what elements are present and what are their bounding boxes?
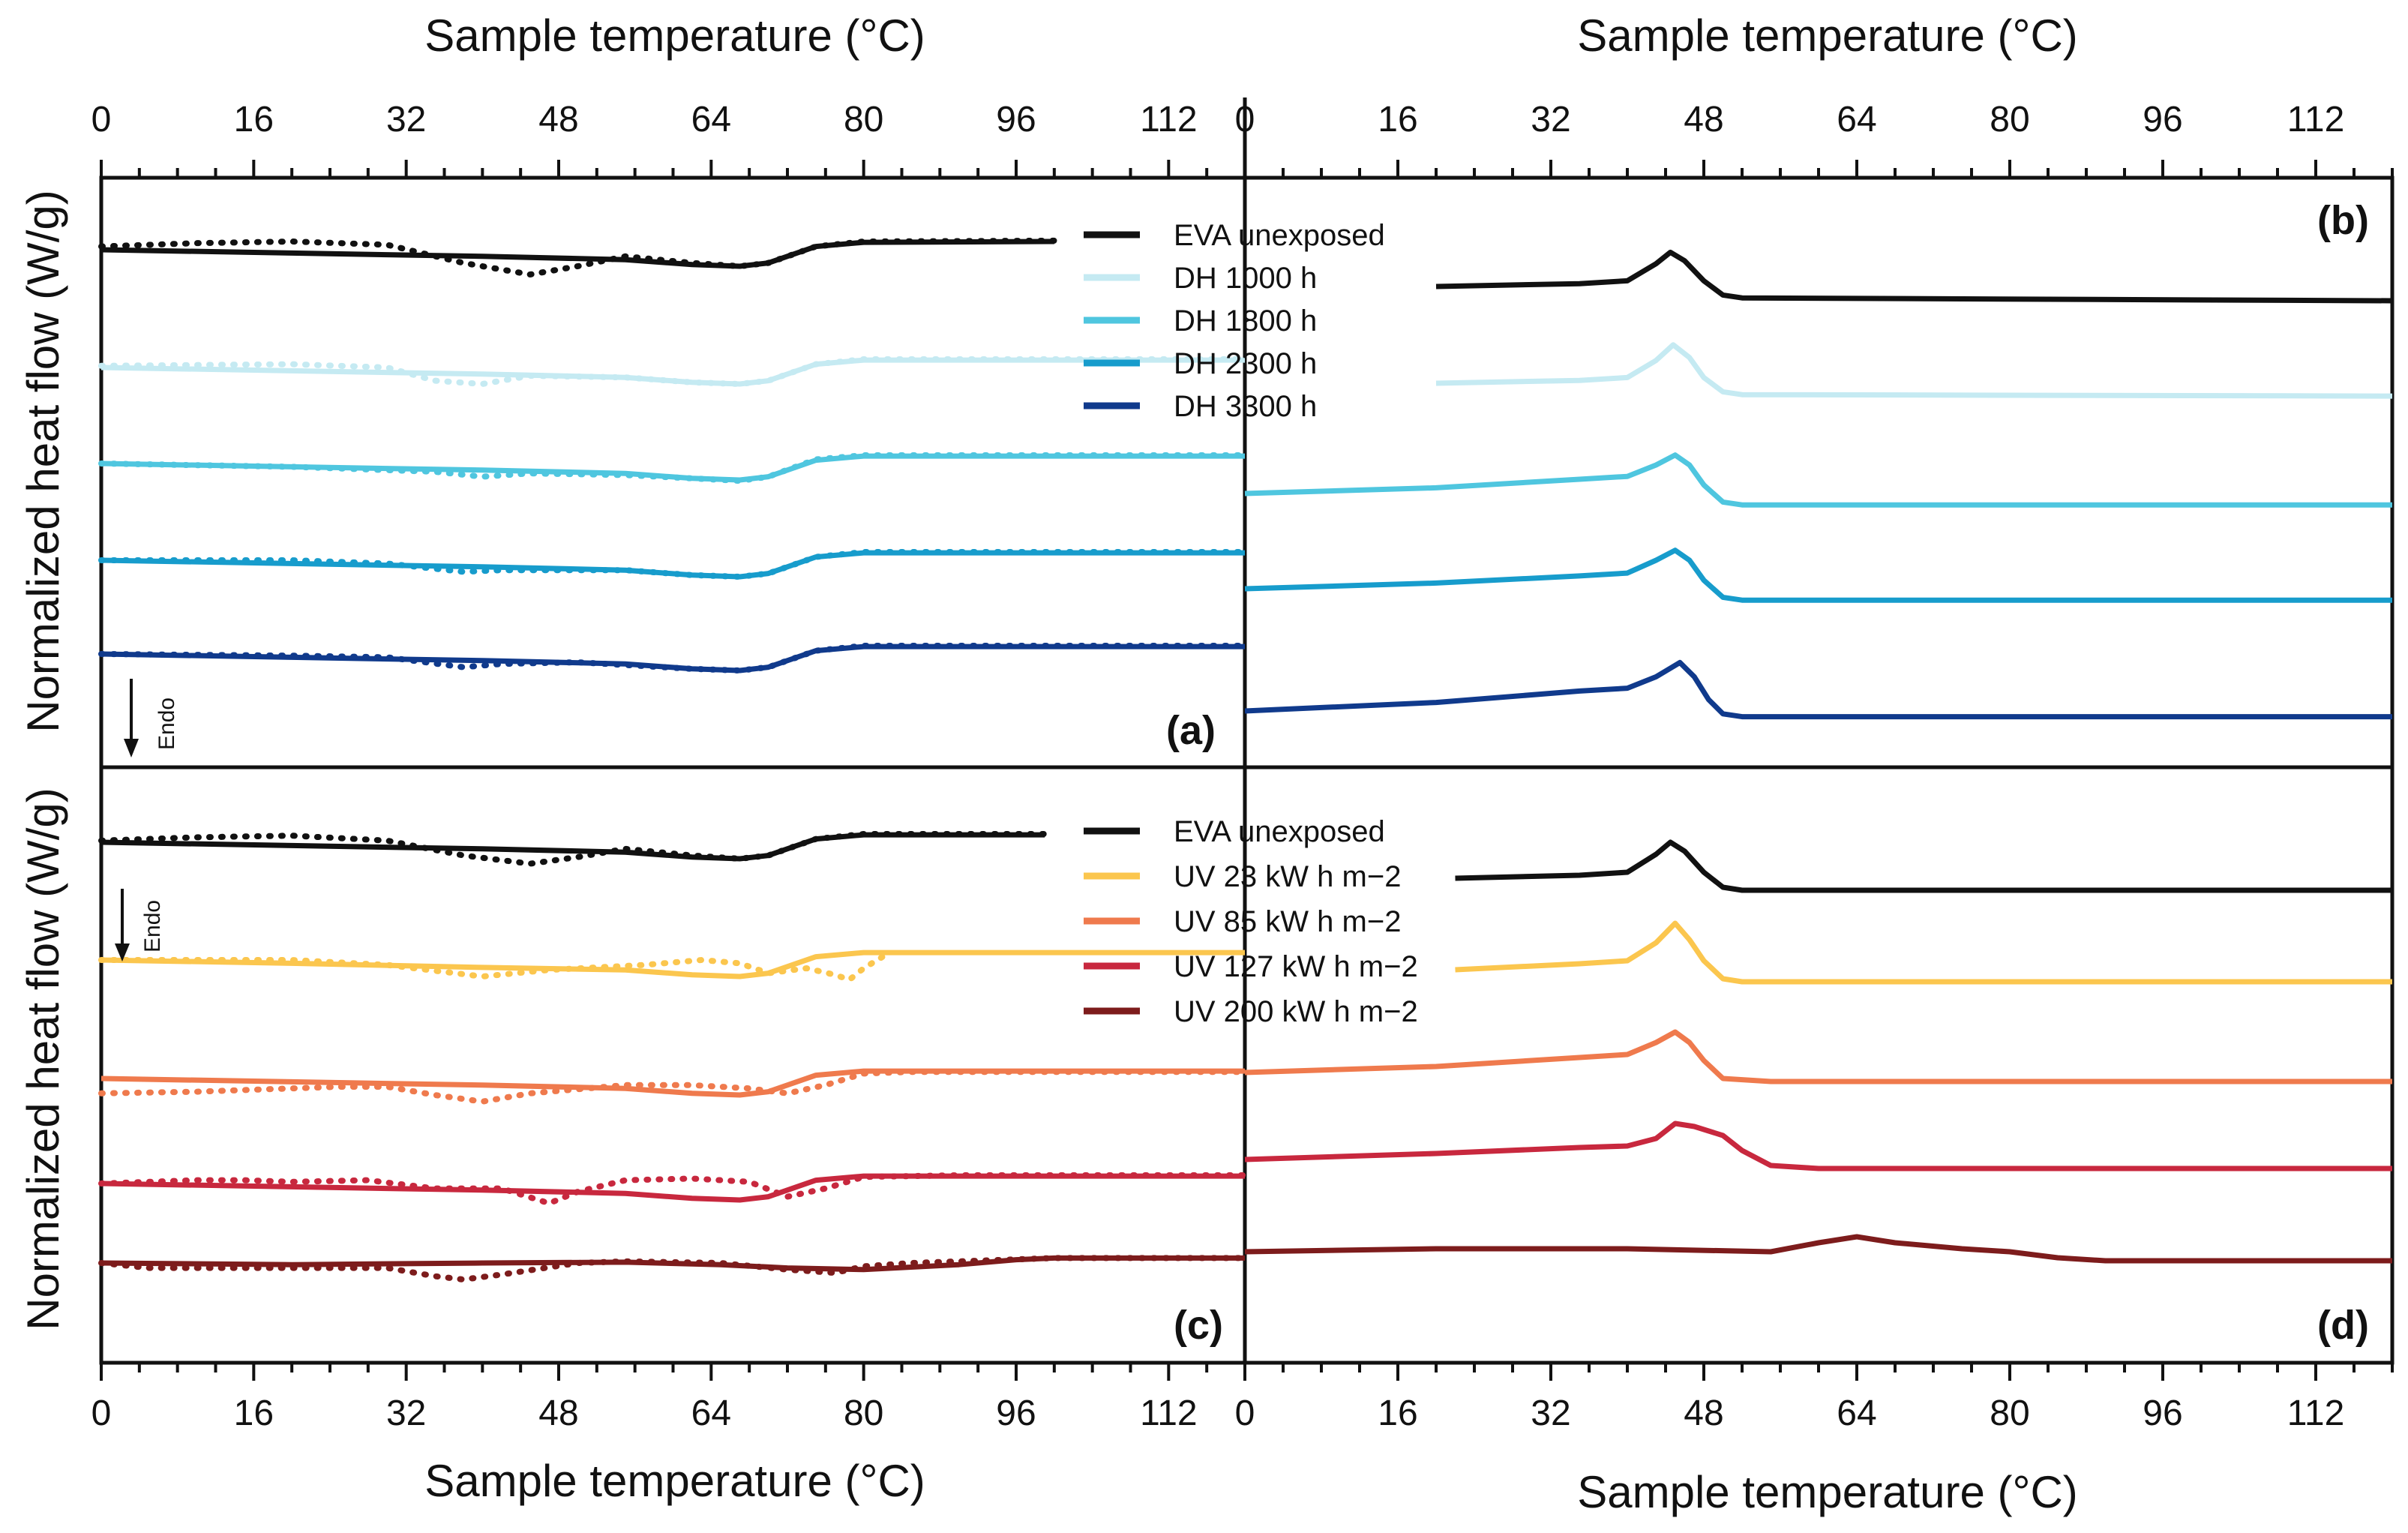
- series-line-solid: [100, 238, 1054, 269]
- series-line-solid: [1244, 1234, 2392, 1264]
- series-line-solid: [100, 644, 1245, 674]
- panel-d-plot: [1244, 839, 2392, 1264]
- series-line-solid: [1244, 452, 2392, 508]
- x-tick-label: 112: [1140, 1394, 1198, 1433]
- x-tick-label: 16: [234, 100, 274, 140]
- panel-b-plot: [1244, 249, 2393, 720]
- bottom-right-xlabel: Sample temperature (°C): [1577, 1467, 2078, 1517]
- x-tick-label: 0: [91, 1394, 112, 1433]
- x-tick-label: 32: [1531, 100, 1570, 140]
- x-tick-label: 0: [1235, 1394, 1255, 1433]
- series-line-solid: [1435, 249, 2393, 304]
- series-line-solid: [100, 950, 1245, 980]
- legend-c-item-2: UV 23 kW h m−2: [1174, 860, 1401, 893]
- x-tick-label: 48: [538, 100, 578, 140]
- series-line-solid: [100, 453, 1245, 483]
- panel-label-a: (a): [1166, 708, 1216, 753]
- bottom-left-xlabel: Sample temperature (°C): [424, 1456, 925, 1506]
- x-tick-label: 96: [996, 100, 1036, 140]
- x-tick-label: 80: [1990, 1394, 2029, 1433]
- endo-indicator-c: Endo: [115, 889, 165, 962]
- x-tick-label: 32: [1531, 1394, 1570, 1433]
- x-tick-label: 96: [2143, 100, 2182, 140]
- x-tick-label: 64: [1837, 1394, 1876, 1433]
- top-right-xlabel: Sample temperature (°C): [1577, 10, 2078, 61]
- endo-indicator-a: Endo: [124, 679, 179, 758]
- x-tick-label: 96: [996, 1394, 1036, 1433]
- x-tick-label: 112: [1140, 100, 1198, 140]
- endo-text-c: Endo: [140, 900, 165, 952]
- x-tick-label: 64: [1837, 100, 1876, 140]
- panel-a-plot: [98, 237, 1248, 674]
- x-tick-label: 96: [2143, 1394, 2182, 1433]
- endo-text-a: Endo: [154, 698, 179, 750]
- legend-c-item-4: UV 127 kW h m−2: [1174, 950, 1418, 983]
- x-tick-label: 48: [538, 1394, 578, 1433]
- panel-label-d: (d): [2317, 1303, 2369, 1348]
- series-line-solid: [1455, 920, 2392, 985]
- legend-a: EVA unexposed DH 1000 h DH 1800 h DH 230…: [1084, 219, 1385, 423]
- series-line-solid: [1244, 1120, 2392, 1172]
- series-line-solid: [100, 1173, 1245, 1203]
- legend-a-item-3: DH 1800 h: [1174, 304, 1317, 338]
- series-line-solid: [1244, 1029, 2392, 1084]
- x-tick-label: 48: [1684, 100, 1723, 140]
- series-line-solid: [100, 832, 1045, 862]
- x-tick-label: 16: [234, 1394, 274, 1433]
- series-line-solid: [100, 550, 1245, 580]
- upper-ylabel: Normalized heat flow (W/g): [18, 190, 68, 733]
- x-tick-label: 32: [386, 100, 426, 140]
- panel-c-plot: [98, 831, 1248, 1283]
- legend-c-item-1: EVA unexposed: [1174, 815, 1385, 848]
- series-line-solid: [100, 1068, 1245, 1098]
- x-tick-label: 80: [844, 1394, 883, 1433]
- legend-a-item-2: DH 1000 h: [1174, 262, 1317, 295]
- x-tick-label: 16: [1378, 100, 1417, 140]
- x-tick-label: 48: [1684, 1394, 1723, 1433]
- series-line-solid: [100, 1255, 1245, 1273]
- x-tick-label: 112: [2287, 1394, 2345, 1433]
- series-line-solid: [100, 357, 1245, 387]
- x-tick-label: 32: [386, 1394, 426, 1433]
- legend-a-item-1: EVA unexposed: [1174, 219, 1385, 252]
- lower-ylabel: Normalized heat flow (W/g): [18, 788, 68, 1330]
- legend-c-item-3: UV 85 kW h m−2: [1174, 905, 1401, 938]
- series-line-solid: [1435, 342, 2393, 399]
- legend-a-item-4: DH 2300 h: [1174, 347, 1317, 380]
- series-line-solid: [1244, 659, 2392, 720]
- axis-ticks: 0 16 32 48 64 80 96 112 0 16 32 48 64 80 96 112 0 16 32 48 6…: [91, 100, 2394, 1433]
- x-tick-label: 80: [844, 100, 883, 140]
- top-left-xlabel: Sample temperature (°C): [424, 10, 925, 61]
- panel-label-b: (b): [2317, 198, 2369, 243]
- legend-c: EVA unexposed UV 23 kW h m−2 UV 85 kW h …: [1084, 815, 1418, 1028]
- x-tick-label: 16: [1378, 1394, 1417, 1433]
- series-line-solid: [1455, 839, 2392, 893]
- panel-label-c: (c): [1174, 1303, 1223, 1348]
- x-tick-label: 0: [91, 100, 112, 140]
- x-tick-label: 80: [1990, 100, 2029, 140]
- x-tick-label: 64: [691, 1394, 731, 1433]
- legend-c-item-5: UV 200 kW h m−2: [1174, 995, 1418, 1028]
- x-tick-label: 0: [1235, 100, 1255, 140]
- legend-a-item-5: DH 3300 h: [1174, 390, 1317, 423]
- series-line-solid: [1244, 548, 2392, 603]
- x-tick-label: 64: [691, 100, 731, 140]
- endo-arrowhead-c: [115, 944, 130, 962]
- series-line-dotted: [98, 1069, 1248, 1105]
- endo-arrowhead-a: [124, 739, 139, 758]
- x-tick-label: 112: [2287, 100, 2345, 140]
